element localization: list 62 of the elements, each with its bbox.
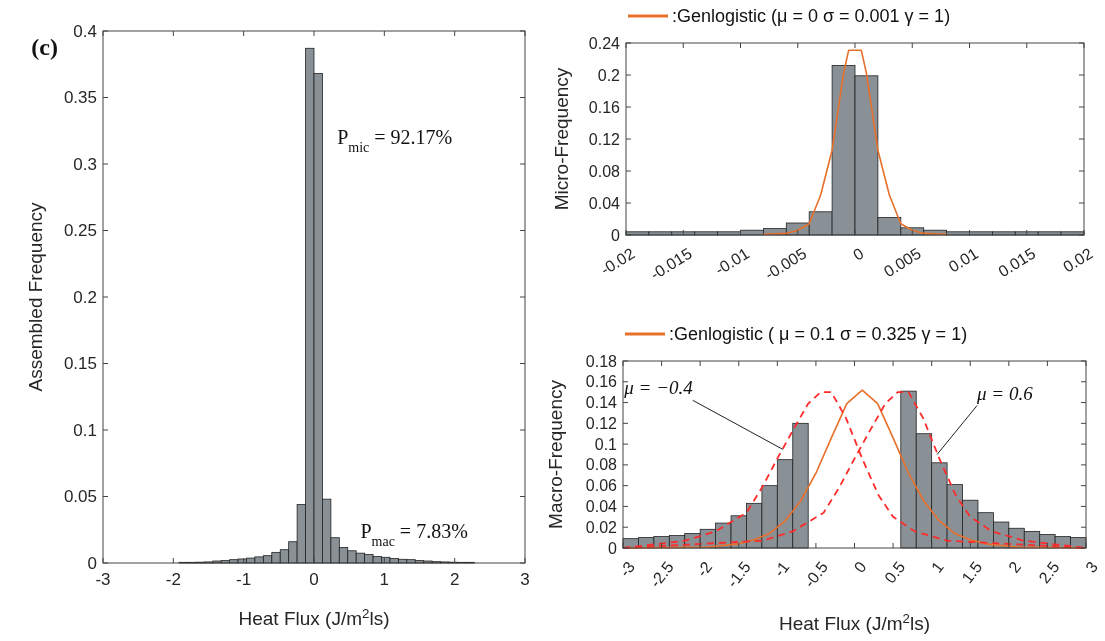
x-tick-label: 0.5: [881, 558, 909, 587]
y-tick-label: 0.1: [594, 435, 618, 453]
x-tick-label: 0: [849, 244, 867, 264]
x-tick-label: -0.02: [597, 244, 638, 279]
x-tick-label: 0: [850, 558, 870, 576]
y-tick-label: 0.08: [585, 456, 618, 474]
y-axis-title: Macro-Frequency: [545, 379, 566, 529]
y-tick-label: 0.2: [73, 287, 97, 307]
y-tick-label: 0.14: [585, 394, 618, 412]
y-tick-label: 0: [608, 539, 618, 557]
y-axis-title: Assembled Frequency: [25, 201, 46, 392]
y-tick-label: 0.4: [73, 21, 97, 41]
x-tick-label: 3: [520, 570, 530, 589]
x-tick-label: -3: [616, 558, 639, 580]
y-tick-label: 0.18: [585, 352, 618, 370]
y-axis-title: Micro-Frequency: [551, 67, 572, 211]
y-tick-label: 0.16: [588, 98, 621, 116]
x-tick-label: -2: [165, 570, 181, 589]
y-tick-label: 0.15: [63, 354, 97, 374]
x-tick-label: -1.5: [723, 558, 754, 591]
annotation: μ = 0.6: [976, 382, 1034, 404]
y-tick-label: 0.2: [597, 66, 621, 84]
y-tick-label: 0.02: [585, 518, 618, 536]
x-tick-label: 1.5: [958, 558, 986, 587]
x-tick-label: 0.02: [1060, 244, 1096, 276]
x-tick-label: 2: [449, 570, 460, 589]
y-tick-label: 0.12: [588, 130, 621, 148]
y-tick-label: 0.04: [588, 194, 621, 212]
x-tick-label: 1: [927, 558, 947, 576]
y-tick-label: 0.1: [73, 420, 97, 440]
y-tick-label: 0.3: [73, 154, 97, 174]
x-tick-label: 1: [379, 570, 390, 589]
x-tick-label: 3: [1082, 558, 1102, 576]
y-tick-label: 0.25: [63, 221, 97, 241]
x-tick-label: -2.5: [646, 558, 677, 591]
x-axis-title: Heat Flux (J/m$^{2}$ls): [779, 610, 930, 634]
y-tick-label: 0.35: [63, 88, 97, 108]
y-tick-label: 0.04: [585, 498, 618, 516]
legend-label: :Genlogistic (μ = 0 σ = 0.001 γ = 1): [672, 6, 951, 26]
y-tick-label: 0.05: [63, 487, 97, 507]
x-tick-label: 0.01: [945, 244, 982, 276]
x-tick-label: -1: [236, 570, 252, 589]
x-tick-label: -3: [95, 570, 111, 589]
y-tick-label: 0.16: [585, 373, 618, 391]
x-tick-label: 2.5: [1035, 558, 1063, 587]
y-tick-label: 0.12: [585, 414, 618, 432]
x-tick-label: -2: [693, 558, 716, 580]
legend-label: :Genlogistic ( μ = 0.1 σ = 0.325 γ = 1): [669, 324, 968, 344]
x-tick-label: 0: [309, 570, 319, 589]
x-tick-label: 2: [1005, 558, 1025, 576]
annotation: P$_{mic}$ = 92.17%: [337, 126, 453, 155]
x-tick-label: -0.01: [712, 244, 753, 279]
text: (c): [31, 34, 58, 61]
annotation: P$_{mac}$ = 7.83%: [360, 520, 468, 549]
x-axis-title: Heat Flux (J/m$^{2}$ls): [238, 605, 390, 629]
x-tick-label: -1: [770, 558, 793, 580]
y-tick-label: 0.24: [588, 34, 621, 52]
y-tick-label: 0: [611, 226, 621, 244]
x-tick-label: -0.5: [800, 558, 832, 591]
y-tick-label: 0.06: [585, 477, 618, 495]
annotation: μ = −0.4: [623, 377, 694, 399]
y-tick-label: 0.08: [588, 162, 621, 180]
